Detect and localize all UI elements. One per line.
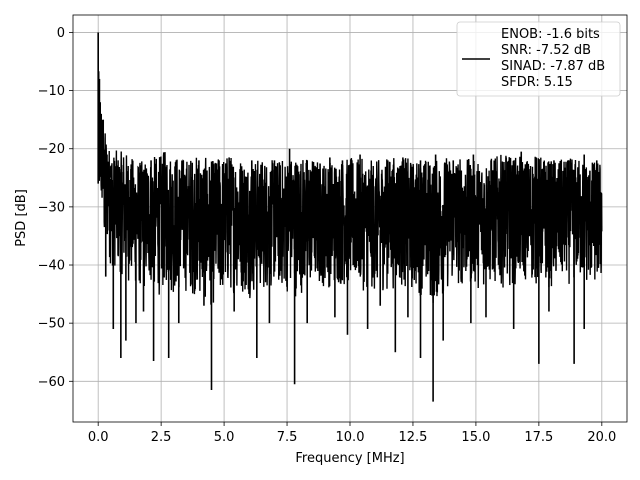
y-axis-label: PSD [dB] — [14, 189, 29, 247]
x-tick-label: 10.0 — [336, 430, 365, 445]
legend-line-snr: SNR: -7.52 dB — [501, 43, 591, 58]
legend-line-sfdr: SFDR: 5.15 — [501, 75, 573, 90]
legend-line-enob: ENOB: -1.6 bits — [501, 27, 600, 42]
y-tick-label: −30 — [38, 200, 65, 215]
x-tick-label: 12.5 — [398, 430, 427, 445]
x-axis-ticks: 0.0 2.5 5.0 7.5 10.0 12.5 15.0 17.5 20.0 — [88, 422, 616, 445]
y-tick-label: −10 — [38, 84, 65, 99]
x-tick-label: 17.5 — [524, 430, 553, 445]
legend-line-sinad: SINAD: -7.87 dB — [501, 59, 605, 74]
x-tick-label: 0.0 — [88, 430, 109, 445]
x-tick-label: 7.5 — [277, 430, 298, 445]
y-tick-label: −40 — [38, 259, 65, 274]
x-tick-label: 5.0 — [214, 430, 235, 445]
y-tick-label: −20 — [38, 142, 65, 157]
psd-trace — [97, 32, 603, 305]
y-tick-label: 0 — [57, 26, 65, 41]
x-axis-label: Frequency [MHz] — [295, 451, 404, 466]
y-tick-label: −60 — [38, 375, 65, 390]
x-tick-label: 15.0 — [461, 430, 490, 445]
x-tick-label: 20.0 — [587, 430, 616, 445]
legend-box — [456, 21, 621, 97]
series-layer — [97, 32, 603, 402]
plot-area — [97, 32, 603, 402]
x-tick-label: 2.5 — [151, 430, 172, 445]
y-tick-label: −50 — [38, 317, 65, 332]
y-axis-ticks: 0 −10 −20 −30 −40 −50 −60 — [38, 26, 73, 390]
legend: ENOB: -1.6 bits SNR: -7.52 dB SINAD: -7.… — [456, 21, 621, 97]
